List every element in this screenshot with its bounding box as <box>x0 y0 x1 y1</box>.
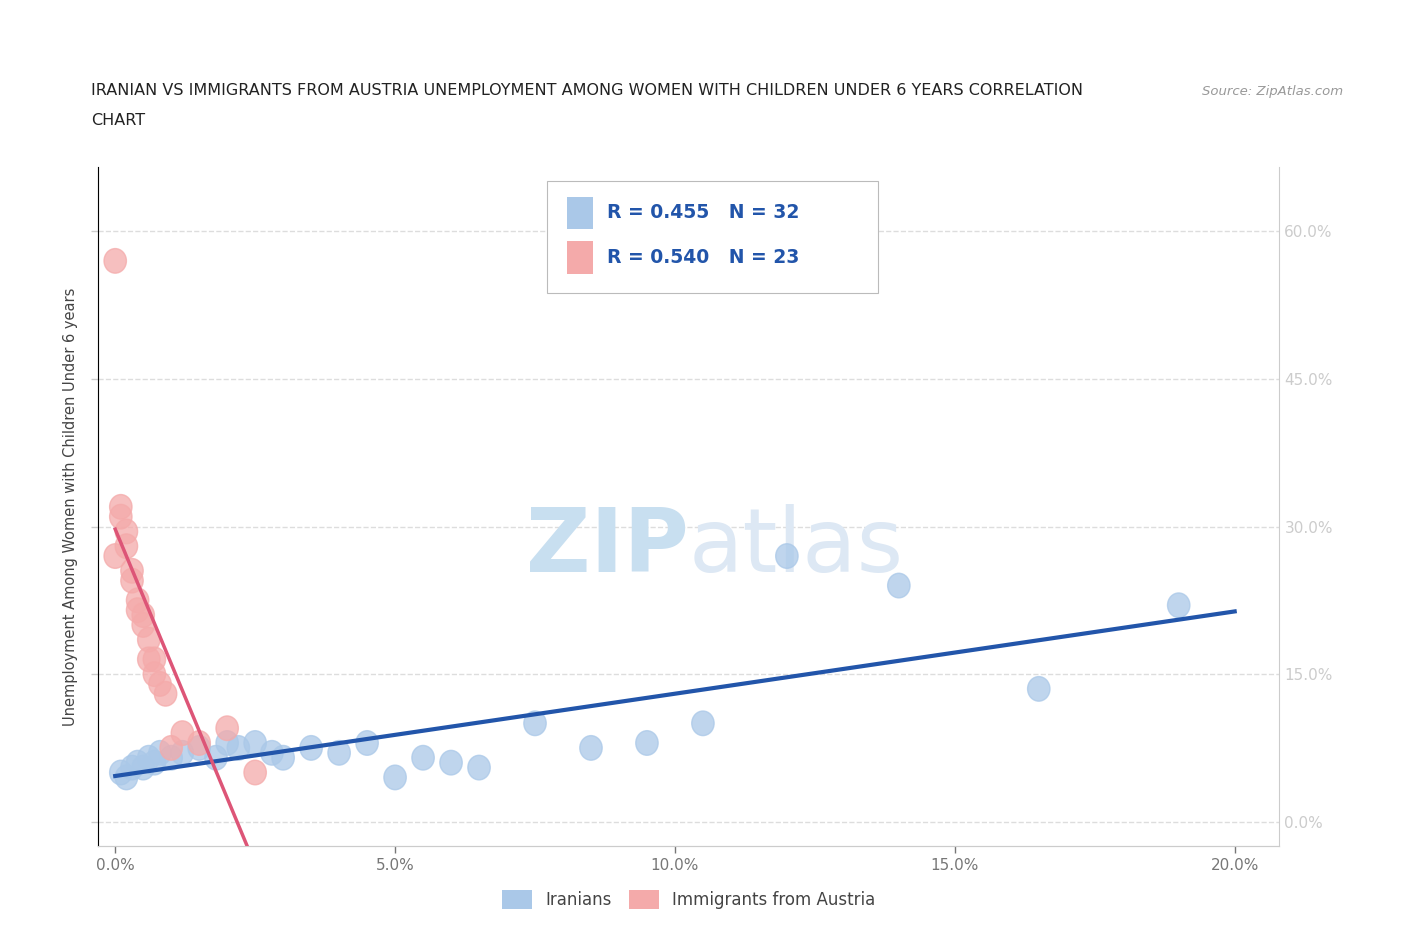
Ellipse shape <box>132 613 155 637</box>
Ellipse shape <box>143 751 166 775</box>
Ellipse shape <box>110 760 132 785</box>
Ellipse shape <box>143 647 166 671</box>
Ellipse shape <box>356 731 378 755</box>
Ellipse shape <box>524 711 546 736</box>
Text: R = 0.455   N = 32: R = 0.455 N = 32 <box>607 204 800 222</box>
Text: Source: ZipAtlas.com: Source: ZipAtlas.com <box>1202 85 1343 98</box>
Ellipse shape <box>121 568 143 593</box>
Bar <box>567 242 593 274</box>
Ellipse shape <box>138 647 160 671</box>
Ellipse shape <box>132 603 155 628</box>
Ellipse shape <box>127 751 149 775</box>
Ellipse shape <box>245 731 266 755</box>
Ellipse shape <box>468 755 491 780</box>
Text: IRANIAN VS IMMIGRANTS FROM AUSTRIA UNEMPLOYMENT AMONG WOMEN WITH CHILDREN UNDER : IRANIAN VS IMMIGRANTS FROM AUSTRIA UNEMP… <box>91 83 1084 98</box>
Text: atlas: atlas <box>689 504 904 591</box>
Ellipse shape <box>384 765 406 790</box>
Ellipse shape <box>299 736 322 760</box>
Ellipse shape <box>132 755 155 780</box>
Ellipse shape <box>138 628 160 652</box>
Ellipse shape <box>155 682 177 706</box>
Ellipse shape <box>143 662 166 686</box>
Ellipse shape <box>115 534 138 559</box>
Ellipse shape <box>149 671 172 697</box>
Ellipse shape <box>188 731 211 755</box>
Ellipse shape <box>328 740 350 765</box>
Ellipse shape <box>188 736 211 760</box>
Ellipse shape <box>692 711 714 736</box>
Ellipse shape <box>121 559 143 583</box>
Ellipse shape <box>160 746 183 770</box>
Ellipse shape <box>245 760 266 785</box>
Ellipse shape <box>104 248 127 273</box>
Ellipse shape <box>271 746 294 770</box>
Ellipse shape <box>217 716 239 740</box>
Ellipse shape <box>1167 593 1189 618</box>
FancyBboxPatch shape <box>547 181 877 293</box>
Ellipse shape <box>172 721 194 746</box>
Ellipse shape <box>172 740 194 765</box>
Ellipse shape <box>121 755 143 780</box>
Ellipse shape <box>228 736 249 760</box>
Ellipse shape <box>579 736 602 760</box>
Y-axis label: Unemployment Among Women with Children Under 6 years: Unemployment Among Women with Children U… <box>63 287 79 726</box>
Ellipse shape <box>205 746 228 770</box>
Ellipse shape <box>115 519 138 544</box>
Ellipse shape <box>1028 677 1050 701</box>
Bar <box>567 196 593 229</box>
Ellipse shape <box>260 740 283 765</box>
Text: CHART: CHART <box>91 113 145 128</box>
Legend: Iranians, Immigrants from Austria: Iranians, Immigrants from Austria <box>496 884 882 916</box>
Ellipse shape <box>104 544 127 568</box>
Ellipse shape <box>412 746 434 770</box>
Ellipse shape <box>110 504 132 529</box>
Ellipse shape <box>776 544 799 568</box>
Ellipse shape <box>115 765 138 790</box>
Ellipse shape <box>636 731 658 755</box>
Ellipse shape <box>887 573 910 598</box>
Ellipse shape <box>440 751 463 775</box>
Ellipse shape <box>149 740 172 765</box>
Ellipse shape <box>160 736 183 760</box>
Ellipse shape <box>127 588 149 613</box>
Ellipse shape <box>127 598 149 622</box>
Ellipse shape <box>138 746 160 770</box>
Ellipse shape <box>217 731 239 755</box>
Text: R = 0.540   N = 23: R = 0.540 N = 23 <box>607 248 800 267</box>
Text: ZIP: ZIP <box>526 504 689 591</box>
Ellipse shape <box>110 495 132 519</box>
